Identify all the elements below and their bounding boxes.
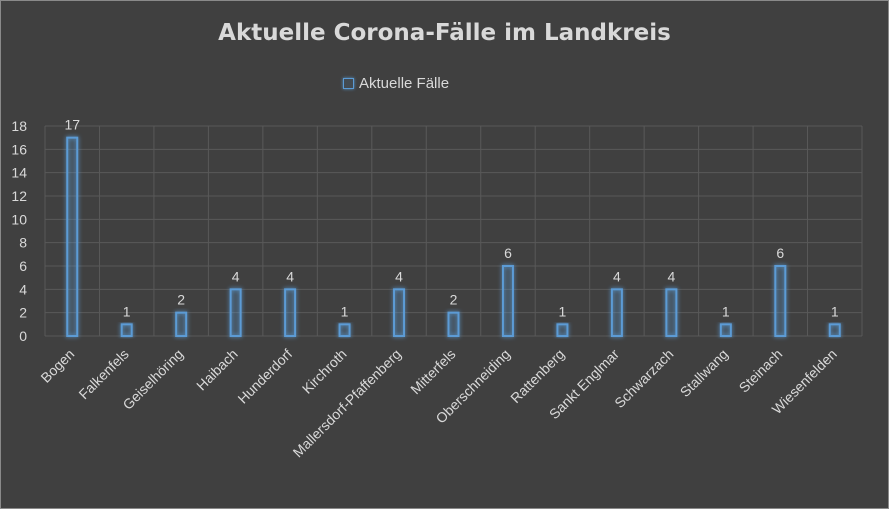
chart-title: Aktuelle Corona-Fälle im Landkreis — [218, 20, 671, 46]
bar — [66, 136, 79, 337]
x-tick-label: Stallwang — [677, 346, 731, 400]
data-label: 4 — [286, 268, 294, 284]
data-label: 4 — [232, 268, 240, 284]
data-label: 4 — [667, 268, 675, 284]
y-tick-label: 12 — [11, 188, 27, 204]
bar — [774, 265, 787, 337]
y-tick-label: 18 — [11, 118, 27, 134]
y-tick-label: 2 — [19, 305, 27, 321]
data-label: 1 — [559, 303, 567, 319]
x-tick-label: Falkenfels — [75, 346, 131, 402]
data-label: 2 — [177, 292, 185, 308]
x-tick-label: Hunderdorf — [234, 346, 295, 407]
y-tick-label: 4 — [19, 281, 27, 297]
x-tick-label: Schwarzach — [611, 346, 676, 411]
chart-legend: Aktuelle Fälle — [343, 75, 449, 92]
bar — [610, 288, 623, 338]
x-tick-label: Steinach — [736, 346, 786, 396]
bar — [556, 323, 569, 338]
data-label: 1 — [341, 303, 349, 319]
y-tick-label: 8 — [19, 235, 27, 251]
x-tick-label: Bogen — [37, 346, 77, 386]
bar — [501, 265, 514, 337]
data-label: 2 — [450, 292, 458, 308]
x-tick-label: Haibach — [193, 346, 241, 394]
data-label: 1 — [722, 303, 730, 319]
bar — [719, 323, 732, 338]
bar — [828, 323, 841, 338]
bar — [393, 288, 406, 338]
data-label: 6 — [504, 245, 512, 261]
data-label: 6 — [776, 245, 784, 261]
legend-label: Aktuelle Fälle — [359, 75, 450, 92]
y-tick-label: 10 — [11, 211, 27, 227]
x-tick-label: Kirchroth — [299, 346, 350, 397]
y-tick-label: 0 — [19, 328, 27, 344]
bar — [447, 311, 460, 337]
bar — [665, 288, 678, 338]
data-label: 1 — [123, 303, 131, 319]
data-label: 4 — [395, 268, 403, 284]
data-label: 4 — [613, 268, 621, 284]
bar — [284, 288, 297, 338]
y-tick-label: 14 — [11, 165, 27, 181]
data-label: 1 — [831, 303, 839, 319]
data-label: 17 — [64, 117, 80, 133]
x-tick-label: Mitterfels — [407, 346, 458, 397]
bar — [120, 323, 133, 338]
legend-swatch — [343, 78, 354, 89]
y-tick-label: 6 — [19, 258, 27, 274]
bar — [229, 288, 242, 338]
bar — [338, 323, 351, 338]
bar — [175, 311, 188, 337]
x-tick-label: Mallersdorf-Pfaffenberg — [290, 346, 405, 461]
y-tick-label: 16 — [11, 141, 27, 157]
